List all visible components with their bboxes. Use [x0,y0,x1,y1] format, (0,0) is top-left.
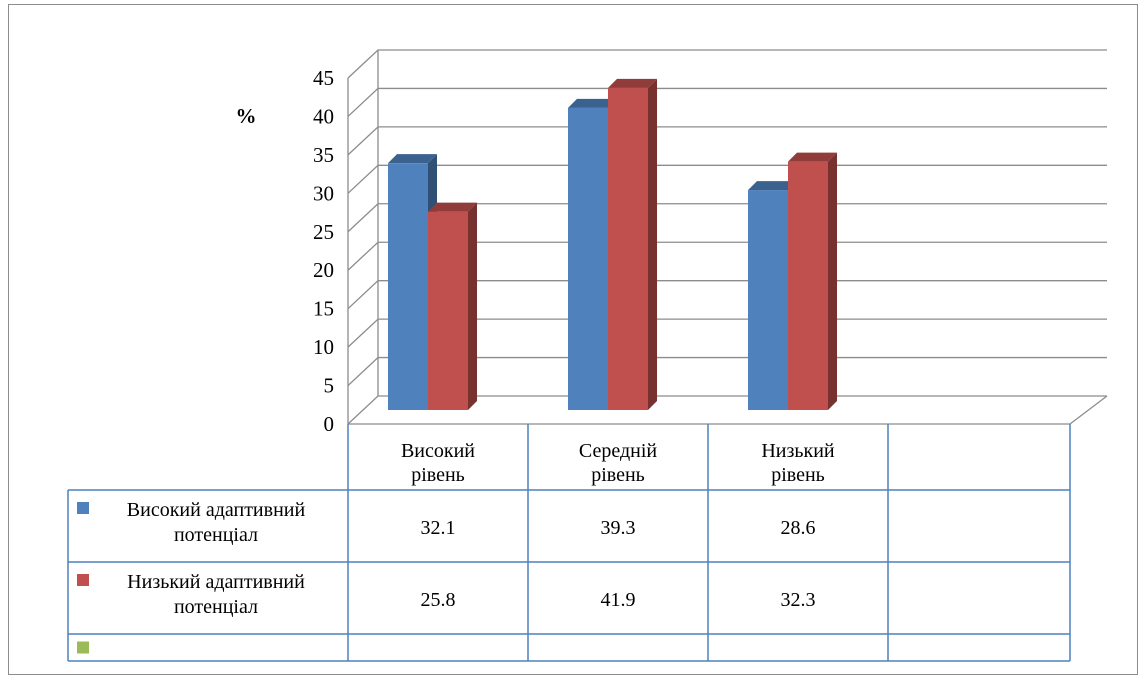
data-value: 41.9 [601,589,636,611]
data-value: 25.8 [421,589,456,611]
category-label: Низький [761,440,835,462]
y-tick-label: 35 [313,143,334,167]
y-tick-label: 30 [313,181,334,205]
bar-front [608,87,648,410]
gridline-40 [347,87,1107,117]
y-tick-label: 25 [313,220,334,244]
series-name: потенціал [174,524,258,546]
bar-front [428,211,468,410]
category-label: рівень [591,464,645,486]
bar-1-1 [608,78,657,410]
legend-key-0 [77,502,89,514]
bar-front [748,190,788,410]
bar-top [608,78,657,88]
category-label: Середній [579,440,658,462]
gridline-0 [347,395,1107,425]
bar-top [568,98,617,108]
data-value: 28.6 [781,517,816,539]
bar-front [388,163,428,410]
y-tick-label: 20 [313,258,334,282]
bar-top [748,181,797,191]
series-name: Високий адаптивний [127,499,306,521]
y-axis: 0 5 10 15 20 25 30 35 40 45 [313,66,334,436]
category-label: рівень [411,464,465,486]
y-axis-unit-label: % [236,104,257,128]
category-label: рівень [771,464,825,486]
gridline-30 [347,164,1107,194]
y-tick-label: 15 [313,297,334,321]
gridline-15 [347,280,1107,310]
series-name: потенціал [174,596,258,618]
bar-side [828,152,837,410]
gridline-35 [347,126,1107,156]
legend-key-2 [77,641,89,654]
data-value: 32.1 [421,517,456,539]
gridline-5 [347,356,1107,387]
series-name: Низький адаптивний [127,571,305,593]
data-table: ВисокийрівеньСереднійрівеньНизькийрівень… [67,424,1071,662]
bar-top [388,154,437,164]
category-label: Високий [401,440,475,462]
bars [388,78,837,411]
bar-2-1 [788,152,837,410]
chart-grid [347,49,1108,425]
y-tick-label: 0 [324,412,335,436]
bar-side [468,202,477,410]
data-value: 32.3 [781,589,816,611]
bar-front [568,107,608,411]
gridline-10 [347,318,1107,348]
gridline-20 [347,241,1107,271]
bar-side [648,78,657,410]
gridline-45 [347,49,1107,79]
y-tick-label: 5 [324,374,335,398]
gridline-25 [347,203,1107,233]
data-value: 39.3 [601,517,636,539]
bar-top [428,202,477,212]
y-tick-label: 40 [313,104,334,128]
bar-front [788,161,828,410]
bar-0-1 [428,202,477,410]
bar-top [788,152,837,162]
legend-key-1 [77,574,89,586]
y-tick-label: 10 [313,335,334,359]
y-tick-label: 45 [313,66,334,90]
